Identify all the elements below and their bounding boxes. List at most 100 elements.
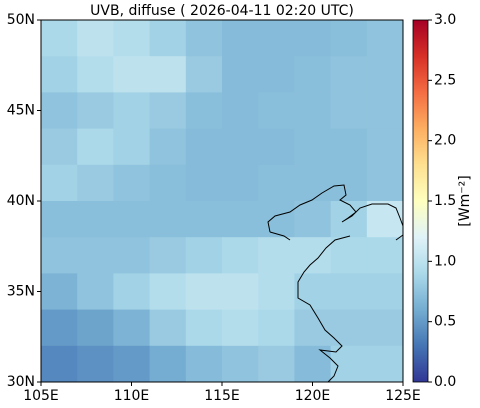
chart-title: UVB, diffuse ( 2026-04-11 02:20 UTC) (90, 3, 354, 19)
map-cell (113, 128, 151, 166)
map-cell (294, 237, 332, 274)
map-cell (41, 273, 78, 311)
map-cell (330, 201, 368, 238)
map-cell (41, 92, 78, 130)
y-tick-label: 35N (7, 284, 35, 300)
map-cell (77, 309, 114, 347)
map-cell (185, 273, 223, 311)
map-cell (41, 309, 78, 347)
colorbar-tick-label: 1.5 (434, 193, 456, 209)
map-cell (222, 345, 259, 383)
colorbar-tick-label: 1.0 (434, 253, 456, 269)
map-cell (294, 345, 332, 383)
map-cell (258, 56, 295, 93)
colorbar-tick-label: 3.0 (434, 12, 456, 28)
map-cell (258, 309, 295, 347)
map-cell (113, 20, 151, 57)
y-tick-label: 45N (7, 103, 35, 119)
map-cell (77, 273, 114, 311)
map-cell (258, 201, 295, 238)
map-cell (330, 273, 368, 311)
map-cell (149, 164, 187, 202)
map-cell (366, 164, 404, 202)
colorbar-label: [Wm⁻²] (457, 175, 473, 226)
map-cell (294, 20, 332, 57)
map-cell (149, 309, 187, 347)
map-cell (222, 56, 259, 93)
map-cell (185, 237, 223, 274)
map-cell (77, 128, 114, 166)
y-tick-label: 30N (7, 374, 35, 390)
map-cell (113, 56, 151, 93)
map-cell (258, 164, 295, 202)
map-cell (77, 201, 114, 238)
colorbar-tick-label: 0.5 (434, 314, 456, 330)
map-cell (330, 92, 368, 130)
map-cell (149, 128, 187, 166)
x-tick-label: 125E (385, 388, 421, 404)
map-cell (113, 201, 151, 238)
map-cell (113, 309, 151, 347)
map-cell (294, 164, 332, 202)
map-cell (185, 164, 223, 202)
map-cell (222, 128, 259, 166)
map-cell (77, 92, 114, 130)
map-cell (294, 92, 332, 130)
map-cell (77, 20, 114, 57)
map-cell (330, 237, 368, 274)
map-cell (185, 56, 223, 93)
map-cell (149, 237, 187, 274)
map-cell (77, 237, 114, 274)
map-cell (41, 345, 78, 383)
y-tick-label: 50N (7, 12, 35, 28)
map-raster (41, 20, 404, 383)
map-cell (366, 309, 404, 347)
x-tick-label: 120E (295, 388, 331, 404)
map-cell (258, 128, 295, 166)
map-cell (366, 92, 404, 130)
map-cell (149, 273, 187, 311)
map-cell (222, 92, 259, 130)
colorbar-tick-label: 2.0 (434, 133, 456, 149)
map-cell (185, 92, 223, 130)
colorbar-tick-label: 0.0 (434, 374, 456, 390)
map-cell (113, 345, 151, 383)
map-cell (222, 237, 259, 274)
map-cell (185, 345, 223, 383)
map-cell (222, 273, 259, 311)
colorbar-tick-label: 2.5 (434, 72, 456, 88)
map-cell (149, 56, 187, 93)
map-cell (77, 56, 114, 93)
map-cell (366, 273, 404, 311)
map-cell (258, 345, 295, 383)
x-tick-label: 115E (204, 388, 240, 404)
map-cell (366, 201, 404, 238)
map-cell (330, 164, 368, 202)
map-cell (149, 345, 187, 383)
map-cell (185, 201, 223, 238)
x-tick-label: 105E (23, 388, 59, 404)
map-cell (41, 237, 78, 274)
map-cell (149, 201, 187, 238)
map-cell (366, 56, 404, 93)
map-cell (222, 20, 259, 57)
map-cell (113, 237, 151, 274)
map-cell (294, 128, 332, 166)
y-tick-label: 40N (7, 193, 35, 209)
map-cell (330, 128, 368, 166)
map-cell (185, 309, 223, 347)
map-cell (41, 201, 78, 238)
coastline (267, 184, 404, 383)
map-cell (366, 20, 404, 57)
map-cell (258, 237, 295, 274)
map-cell (113, 273, 151, 311)
map-cell (41, 56, 78, 93)
map-cell (113, 164, 151, 202)
map-cell (222, 164, 259, 202)
map-cell (41, 128, 78, 166)
map-cell (330, 56, 368, 93)
map-cell (330, 20, 368, 57)
map-cell (366, 345, 404, 383)
map-cell (258, 273, 295, 311)
x-tick-label: 110E (114, 388, 150, 404)
